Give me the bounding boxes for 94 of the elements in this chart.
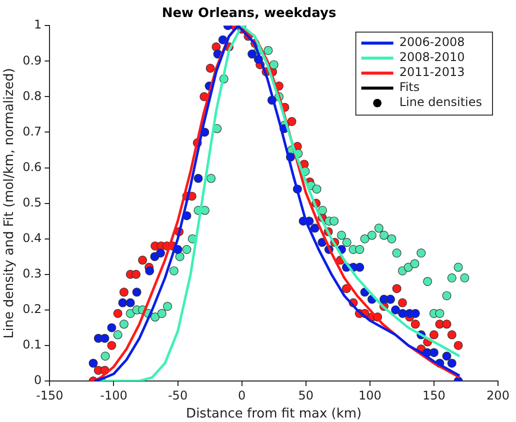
- x-tick-label: 0: [238, 388, 246, 402]
- point: [392, 248, 402, 258]
- point: [126, 298, 135, 308]
- legend-label: 2008-2010: [399, 50, 465, 64]
- point: [156, 248, 165, 258]
- point: [206, 64, 215, 73]
- y-tick-label: 0.5: [22, 195, 42, 210]
- point: [374, 224, 384, 233]
- legend-label: 2011-2013: [399, 65, 465, 80]
- point: [447, 273, 456, 282]
- point: [88, 358, 98, 368]
- point: [410, 320, 420, 329]
- point: [336, 230, 346, 240]
- point: [145, 266, 154, 276]
- point: [264, 46, 273, 55]
- point: [360, 234, 370, 244]
- point: [318, 206, 328, 215]
- y-tick-label: 0.6: [22, 160, 42, 174]
- point: [132, 288, 142, 297]
- x-tick-label: -150: [36, 388, 64, 402]
- point: [442, 320, 452, 329]
- point: [410, 308, 420, 318]
- point: [429, 348, 438, 358]
- point: [206, 174, 216, 183]
- y-tick-label: 0.3: [22, 266, 42, 281]
- point: [119, 320, 128, 329]
- point: [367, 230, 376, 240]
- y-tick-label: 0.8: [22, 88, 42, 103]
- legend-label: Line densities: [399, 95, 482, 110]
- legend-label: 2006-2008: [399, 35, 465, 50]
- point: [269, 60, 278, 70]
- point: [342, 284, 351, 294]
- point: [194, 174, 203, 183]
- point: [330, 216, 339, 226]
- point: [100, 352, 110, 361]
- point: [454, 340, 463, 350]
- x-tick-label: -50: [168, 388, 188, 402]
- point: [442, 352, 452, 361]
- x-tick-label: 50: [298, 388, 314, 402]
- point: [218, 35, 228, 44]
- y-tick-label: 0: [34, 373, 42, 388]
- point: [107, 323, 116, 332]
- point: [100, 334, 110, 343]
- point: [107, 340, 116, 350]
- y-tick-label: 0.1: [22, 338, 42, 352]
- chart-title: New Orleans, weekdays: [162, 6, 336, 22]
- y-tick-label: 1: [34, 18, 42, 32]
- point: [119, 288, 128, 297]
- point: [398, 298, 407, 308]
- point: [392, 284, 402, 294]
- point: [312, 184, 322, 194]
- point: [150, 312, 160, 322]
- point: [410, 259, 420, 268]
- point: [212, 42, 221, 52]
- point: [175, 252, 184, 262]
- x-tick-label: 200: [486, 388, 510, 402]
- point: [391, 305, 400, 314]
- y-tick-label: 0.7: [22, 124, 42, 138]
- y-tick-label: 0.9: [22, 53, 42, 68]
- point: [355, 262, 364, 272]
- point: [447, 358, 456, 368]
- point: [310, 224, 320, 233]
- x-tick-label: 100: [358, 388, 382, 402]
- x-tick-label: 150: [422, 388, 446, 402]
- point: [380, 230, 388, 240]
- point: [118, 298, 128, 308]
- point: [287, 117, 296, 126]
- point: [113, 308, 122, 318]
- y-tick-label: 0.4: [22, 230, 42, 245]
- point: [138, 256, 148, 265]
- point: [447, 330, 456, 340]
- point: [126, 308, 135, 318]
- legend-label: Fits: [399, 80, 420, 94]
- point: [157, 308, 166, 318]
- point: [132, 270, 141, 279]
- x-tick-label: -100: [100, 388, 128, 402]
- point: [355, 245, 364, 254]
- point: [163, 302, 172, 311]
- y-axis-title: Line density and Fit (mol/km, normalized): [2, 68, 18, 339]
- point: [169, 266, 178, 276]
- point: [416, 248, 426, 258]
- y-tick-label: 0.2: [22, 302, 42, 316]
- point: [113, 330, 122, 340]
- point: [387, 234, 396, 244]
- point: [460, 273, 470, 282]
- point: [435, 308, 444, 318]
- point: [342, 238, 352, 247]
- point: [442, 291, 452, 300]
- point: [182, 245, 192, 254]
- point: [429, 330, 438, 340]
- x-axis-title: Distance from fit max (km): [186, 406, 362, 422]
- point: [454, 262, 463, 272]
- point: [248, 50, 257, 59]
- point: [423, 276, 432, 286]
